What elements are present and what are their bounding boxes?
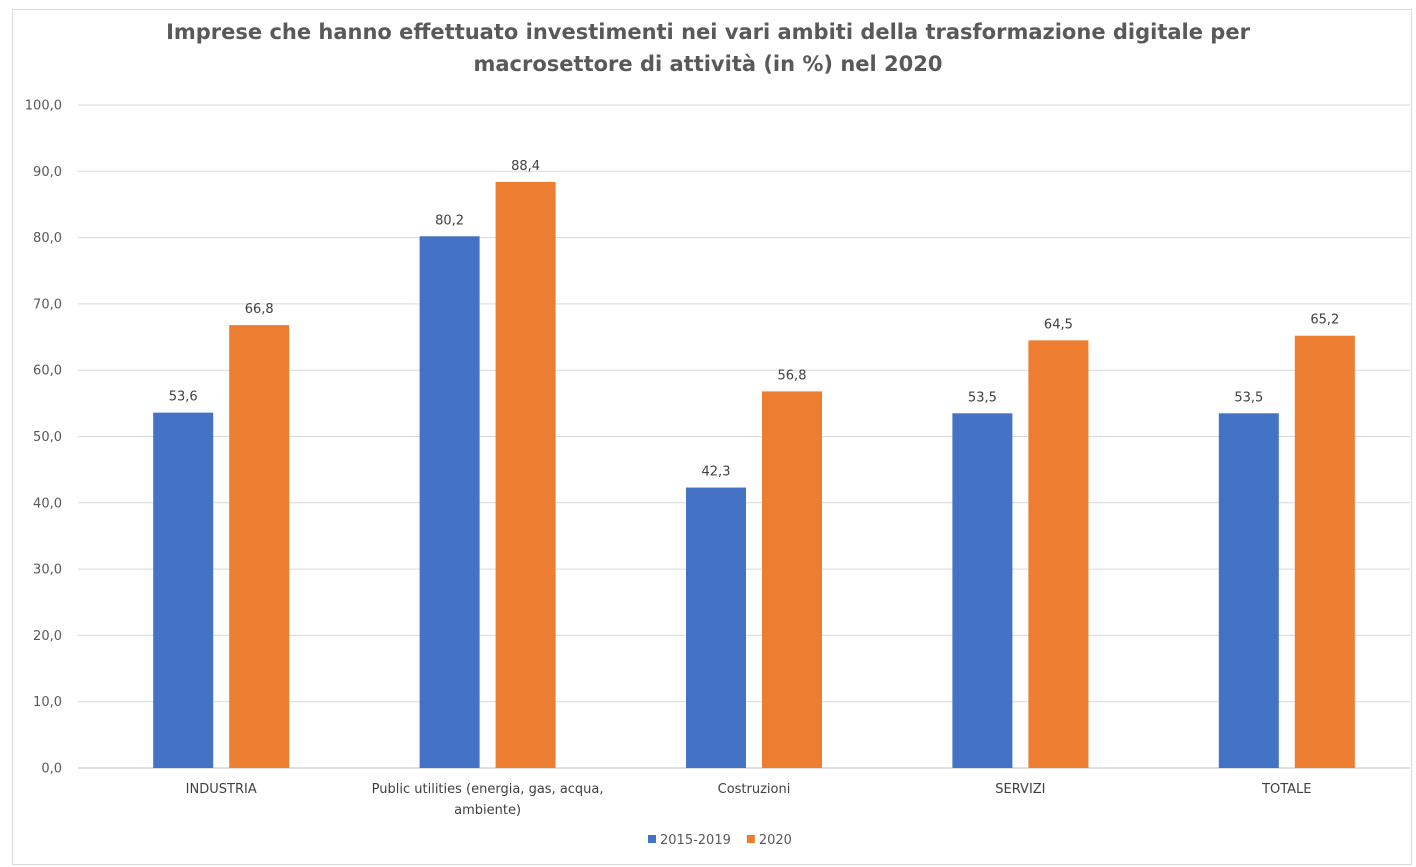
data-label: 88,4: [511, 159, 540, 174]
y-tick-label: 30,0: [33, 563, 62, 578]
category-labels: INDUSTRIA Public utilities (energia, gas,…: [186, 782, 1312, 818]
legend-label: 2015-2019: [660, 833, 731, 848]
data-label: 66,8: [245, 302, 274, 317]
data-label: 53,5: [968, 390, 997, 405]
bar-2020: [1028, 340, 1089, 768]
category-label: INDUSTRIA: [186, 782, 257, 797]
category-label: TOTALE: [1261, 782, 1311, 797]
category-label: Costruzioni: [718, 782, 791, 797]
data-label: 56,8: [778, 368, 807, 383]
legend-swatch: [746, 835, 755, 843]
category-label: SERVIZI: [995, 782, 1045, 797]
data-labels: 53,6 66,8 80,2 88,4 42,3 56,8 53,5 64,5 53,5 65,2: [169, 159, 1340, 480]
chart-title-line-2: macrosettore di attività (in %) nel 2020: [473, 52, 943, 76]
bar-2020: [762, 391, 822, 768]
legend-swatch: [648, 835, 656, 843]
data-label: 80,2: [435, 213, 464, 228]
y-tick-label: 10,0: [33, 695, 62, 710]
y-tick-label: 100,0: [25, 99, 62, 114]
bar-2020: [229, 325, 290, 768]
data-label: 53,6: [169, 390, 198, 405]
bar-2015-2019: [1218, 413, 1279, 768]
bar-2015-2019: [419, 236, 480, 769]
chart-title: Imprese che hanno effettuato investiment…: [0, 16, 1416, 80]
bar-2015-2019: [686, 487, 746, 768]
y-tick-label: 80,0: [33, 231, 62, 246]
data-label: 53,5: [1234, 390, 1263, 405]
bar-2015-2019: [952, 413, 1013, 768]
bars: [153, 181, 1355, 769]
y-tick-label: 20,0: [33, 629, 62, 644]
data-label: 42,3: [702, 465, 731, 480]
legend: 2015-2019 2020: [648, 833, 792, 848]
y-tick-label: 50,0: [33, 430, 62, 445]
legend-label: 2020: [759, 833, 792, 848]
chart-title-line-1: Imprese che hanno effettuato investiment…: [166, 20, 1250, 44]
y-tick-label: 90,0: [33, 165, 62, 180]
bar-2020: [1294, 335, 1355, 768]
y-tick-label: 60,0: [33, 364, 62, 379]
y-tick-label: 40,0: [33, 496, 62, 511]
y-tick-label: 70,0: [33, 297, 62, 312]
category-label: Public utilities (energia, gas, acqua,: [372, 782, 604, 797]
data-label: 65,2: [1310, 313, 1339, 328]
bar-2020: [495, 181, 556, 768]
data-label: 64,5: [1044, 317, 1073, 332]
bar-2015-2019: [153, 412, 214, 768]
y-axis-ticks: 0,0 10,0 20,0 30,0 40,0 50,0 60,0 70,0 80,0 90,0 1…: [25, 99, 62, 777]
y-tick-label: 0,0: [41, 762, 62, 777]
category-label: ambiente): [454, 803, 521, 818]
